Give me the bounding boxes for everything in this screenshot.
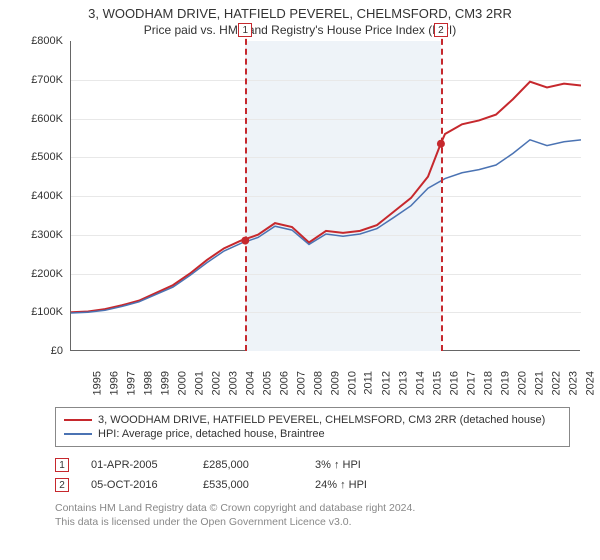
legend-row-series2: HPI: Average price, detached house, Brai…: [64, 427, 561, 441]
chart-container: 3, WOODHAM DRIVE, HATFIELD PEVEREL, CHEL…: [0, 0, 600, 560]
event-price: £535,000: [203, 479, 293, 491]
series-line: [71, 140, 581, 313]
x-axis-label: 1997: [125, 371, 137, 395]
x-axis-label: 2004: [244, 371, 256, 395]
x-axis-label: 2018: [482, 371, 494, 395]
legend: 3, WOODHAM DRIVE, HATFIELD PEVEREL, CHEL…: [55, 407, 570, 447]
x-axis-label: 2010: [346, 371, 358, 395]
chart-title-line2: Price paid vs. HM Land Registry's House …: [0, 21, 600, 41]
y-axis-label: £700K: [31, 74, 63, 86]
x-axis-label: 2023: [567, 371, 579, 395]
x-axis-label: 1999: [159, 371, 171, 395]
legend-label-1: 3, WOODHAM DRIVE, HATFIELD PEVEREL, CHEL…: [98, 414, 545, 426]
plot-svg: [71, 41, 581, 351]
event-row: 1 01-APR-2005 £285,000 3% ↑ HPI: [55, 455, 570, 475]
y-axis-label: £800K: [31, 35, 63, 47]
x-axis-label: 2007: [295, 371, 307, 395]
x-axis-label: 1998: [142, 371, 154, 395]
y-axis-label: £600K: [31, 113, 63, 125]
x-axis-label: 2008: [312, 371, 324, 395]
x-axis-label: 2015: [431, 371, 443, 395]
x-axis-label: 2005: [261, 371, 273, 395]
event-pct: 24% ↑ HPI: [315, 479, 405, 491]
x-axis-label: 2003: [227, 371, 239, 395]
x-axis-label: 2001: [193, 371, 205, 395]
arrow-up-icon: ↑: [340, 479, 346, 491]
x-axis-label: 2024: [584, 371, 596, 395]
event-pct: 3% ↑ HPI: [315, 459, 405, 471]
x-axis-label: 1996: [108, 371, 120, 395]
arrow-up-icon: ↑: [334, 459, 340, 471]
y-axis-label: £0: [51, 345, 63, 357]
event-marker-box: 1: [238, 23, 252, 37]
x-axis-label: 2020: [516, 371, 528, 395]
chart-title-line1: 3, WOODHAM DRIVE, HATFIELD PEVEREL, CHEL…: [0, 0, 600, 21]
legend-swatch-1: [64, 419, 92, 421]
x-axis-label: 2011: [363, 371, 375, 395]
x-axis-label: 2009: [329, 371, 341, 395]
footer: Contains HM Land Registry data © Crown c…: [55, 501, 570, 529]
x-axis-label: 2014: [414, 371, 426, 395]
y-axis-label: £200K: [31, 268, 63, 280]
event-id-box: 2: [55, 478, 69, 492]
event-line: [245, 29, 247, 351]
event-date: 01-APR-2005: [91, 459, 181, 471]
x-axis-label: 2006: [278, 371, 290, 395]
x-axis-label: 2022: [550, 371, 562, 395]
x-axis-label: 2002: [210, 371, 222, 395]
legend-swatch-2: [64, 433, 92, 435]
x-axis-label: 2012: [380, 371, 392, 395]
x-axis-label: 1995: [91, 371, 103, 395]
legend-row-series1: 3, WOODHAM DRIVE, HATFIELD PEVEREL, CHEL…: [64, 413, 561, 427]
y-axis-label: £100K: [31, 306, 63, 318]
x-axis-label: 2000: [176, 371, 188, 395]
x-axis-label: 2013: [397, 371, 409, 395]
chart-area: 12 £0 £100K £200K £300K £400K £500K £600K £700K…: [15, 41, 585, 391]
x-axis-label: 2017: [465, 371, 477, 395]
y-axis-label: £400K: [31, 190, 63, 202]
y-axis-label: £500K: [31, 151, 63, 163]
x-axis-label: 2019: [499, 371, 511, 395]
x-axis-label: 2021: [533, 371, 545, 395]
y-axis-label: £300K: [31, 229, 63, 241]
x-axis-label: 2016: [448, 371, 460, 395]
footer-line1: Contains HM Land Registry data © Crown c…: [55, 501, 570, 515]
event-row: 2 05-OCT-2016 £535,000 24% ↑ HPI: [55, 475, 570, 495]
event-id-box: 1: [55, 458, 69, 472]
plot-region: 12: [70, 41, 580, 351]
event-marker-box: 2: [434, 23, 448, 37]
events-table: 1 01-APR-2005 £285,000 3% ↑ HPI 2 05-OCT-2016…: [55, 455, 570, 495]
series-line: [71, 82, 581, 313]
event-price: £285,000: [203, 459, 293, 471]
event-date: 05-OCT-2016: [91, 479, 181, 491]
event-line: [441, 29, 443, 351]
footer-line2: This data is licensed under the Open Gov…: [55, 515, 570, 529]
legend-label-2: HPI: Average price, detached house, Brai…: [98, 428, 325, 440]
